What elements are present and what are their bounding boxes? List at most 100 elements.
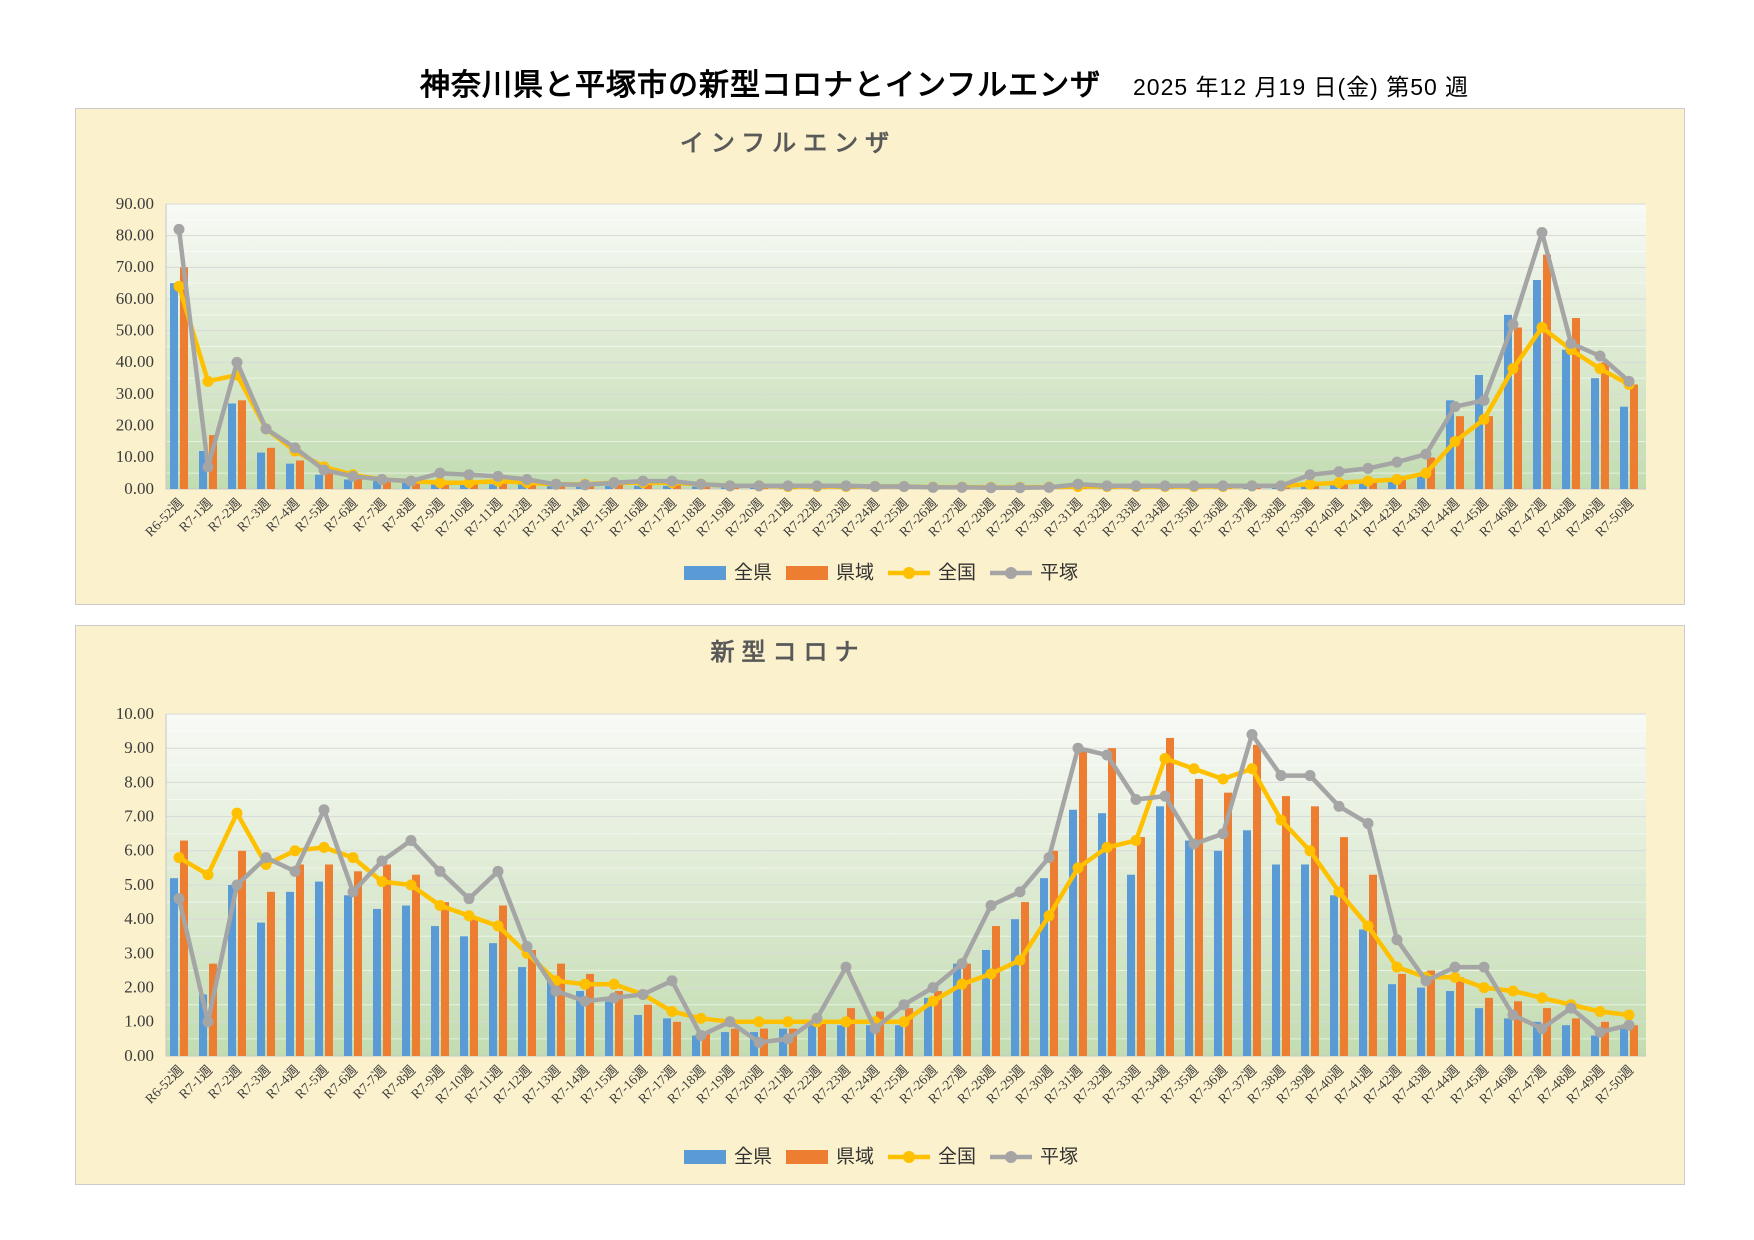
bar (634, 485, 642, 489)
y-tick-label: 5.00 (124, 875, 154, 894)
bar (1311, 806, 1319, 1056)
influenza-chart-panel: 0.00 10.00 20.00 30.00 40.00 50.00 60.00 70.00 8… (75, 108, 1685, 605)
bar (1156, 806, 1164, 1056)
bar (808, 1025, 816, 1056)
marker (1536, 992, 1548, 1004)
marker (608, 978, 620, 990)
influenza-chart: 0.00 10.00 20.00 30.00 40.00 50.00 60.00 70.00 8… (116, 130, 1646, 583)
bar (1011, 919, 1019, 1056)
bar (731, 1028, 739, 1056)
marker (782, 1016, 794, 1028)
marker (782, 1033, 794, 1045)
marker (898, 1016, 910, 1028)
marker (173, 893, 185, 905)
x-tick-labels: R6-52週R7-1週R7-2週R7-3週R7-4週R7-5週R7-6週R7-7… (142, 1062, 1636, 1106)
bar (528, 949, 536, 1056)
bar (199, 451, 207, 489)
marker (1391, 474, 1403, 485)
marker (1536, 1023, 1548, 1035)
bar (895, 1025, 903, 1056)
bar (837, 1025, 845, 1056)
bar (847, 1008, 855, 1056)
marker (869, 1023, 881, 1035)
legend-marker (903, 1151, 915, 1163)
legend-label: 県域 (836, 1145, 874, 1167)
bar (431, 926, 439, 1056)
marker (811, 1012, 823, 1024)
bar (296, 460, 304, 489)
bar (1272, 864, 1280, 1056)
marker (956, 958, 968, 970)
bar (489, 484, 497, 489)
marker (840, 1016, 852, 1028)
marker (405, 879, 417, 891)
marker (1391, 934, 1403, 946)
bar (1340, 482, 1348, 489)
bar (1253, 744, 1261, 1056)
legend-item-平塚: 平塚 (990, 561, 1078, 583)
bar (354, 871, 362, 1056)
marker (318, 841, 330, 853)
chart-title: インフルエンザ (680, 130, 896, 157)
bar (1572, 1018, 1580, 1056)
bar (180, 840, 188, 1056)
bar (1098, 813, 1106, 1056)
bar (431, 484, 439, 489)
marker (1449, 961, 1461, 973)
legend-label: 全県 (734, 561, 772, 583)
marker (1188, 480, 1200, 492)
marker (463, 469, 475, 481)
bar (1137, 837, 1145, 1056)
marker (1594, 350, 1606, 362)
bar (460, 936, 468, 1056)
y-tick-label: 6.00 (124, 841, 154, 860)
marker (608, 477, 620, 489)
marker (1072, 478, 1084, 490)
bar (315, 881, 323, 1056)
bar (1243, 487, 1251, 489)
page-title: 神奈川県と平塚市の新型コロナとインフルエンザ (420, 69, 1102, 102)
x-tick-labels: R6-52週R7-1週R7-2週R7-3週R7-4週R7-5週R7-6週R7-7… (142, 495, 1636, 539)
marker (289, 845, 301, 857)
bar (470, 482, 478, 489)
marker (434, 865, 446, 877)
y-tick-label: 1.00 (124, 1012, 154, 1031)
x-tick-label: R6-52週 (142, 1062, 186, 1106)
marker (347, 470, 359, 482)
marker (1014, 954, 1026, 966)
bar (1456, 416, 1464, 489)
marker (1623, 375, 1635, 387)
bar (673, 484, 681, 489)
bar (692, 486, 700, 489)
y-tick-label: 2.00 (124, 978, 154, 997)
legend-item-全県: 全県 (684, 1145, 772, 1167)
bar (1446, 991, 1454, 1056)
bar (557, 963, 565, 1056)
marker (1565, 337, 1577, 349)
bar (1475, 375, 1483, 489)
bar (1620, 1028, 1628, 1056)
y-tick-label: 4.00 (124, 909, 154, 928)
bar (518, 967, 526, 1056)
y-tick-label: 10.00 (116, 704, 154, 723)
bar (296, 864, 304, 1056)
bar (518, 484, 526, 489)
marker (927, 982, 939, 994)
marker (1304, 469, 1316, 481)
marker (956, 978, 968, 990)
bar (325, 473, 333, 489)
y-tick-label: 90.00 (116, 194, 154, 213)
marker (1275, 480, 1287, 492)
legend-item-全国: 全国 (888, 561, 976, 583)
bar (586, 485, 594, 489)
bar (257, 452, 265, 489)
x-tick-label: R6-52週 (142, 495, 186, 539)
legend-label: 県域 (836, 561, 874, 583)
bar (267, 447, 275, 489)
marker (724, 480, 736, 492)
bar (750, 487, 758, 489)
marker (173, 223, 185, 235)
bar (286, 891, 294, 1056)
bar (1398, 476, 1406, 489)
marker (1043, 481, 1055, 493)
